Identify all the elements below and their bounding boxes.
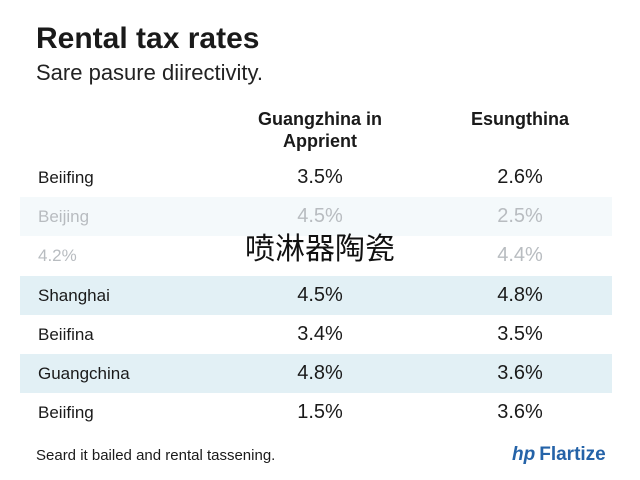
table-row: Beiifina 3.4% 3.5% (20, 315, 612, 354)
row-label: Beijing (38, 207, 90, 227)
table-row: Beijing 4.5% 2.5% (20, 197, 612, 237)
cell: 3.4% (297, 322, 343, 345)
title: Rental tax rates (36, 22, 260, 55)
logo: hp Flartize (512, 444, 606, 466)
row-label: Beiifing (38, 168, 94, 187)
logo-mark: hp (512, 444, 536, 465)
row-label: 4.2% (38, 246, 77, 266)
row-label: Shanghai (38, 285, 110, 305)
cell: 3.6% (497, 401, 543, 424)
row-label: Guangchina (38, 364, 130, 383)
row-label: Beiifina (38, 324, 94, 344)
table-row: Guangchina 4.8% 3.6% (20, 354, 612, 393)
table-row: Beiifing 1.5% 3.6% (20, 393, 612, 432)
cell: 4.4% (497, 244, 543, 267)
column-header: Esungthina (471, 109, 569, 129)
cell: 4.8% (297, 362, 343, 384)
overlay-text: 喷淋器陶瓷 (245, 232, 395, 267)
table-row: 4.2% 4.4% (20, 236, 612, 275)
subtitle: Sare pasure diirectivity. (36, 60, 264, 85)
cell: 2.6% (497, 166, 543, 188)
cell: 3.6% (497, 362, 543, 384)
table-row: Shanghai 4.5% 4.8% (20, 275, 612, 315)
footer-note: Seard it bailed and rental tassening. (36, 447, 276, 464)
cell: 4.5% (297, 283, 343, 306)
cell: 3.5% (297, 166, 343, 188)
row-label: Beiifing (38, 403, 94, 423)
cell: 3.5% (497, 322, 543, 345)
logo-text: Flartize (539, 444, 606, 465)
cell: 1.5% (297, 401, 343, 424)
table-row: Beiifing 3.5% 2.6% (20, 158, 612, 197)
column-header: Guangzhina in Apprient (258, 109, 382, 151)
cell: 4.5% (297, 205, 343, 228)
cell: 2.5% (497, 205, 543, 228)
cell: 4.8% (497, 283, 543, 306)
